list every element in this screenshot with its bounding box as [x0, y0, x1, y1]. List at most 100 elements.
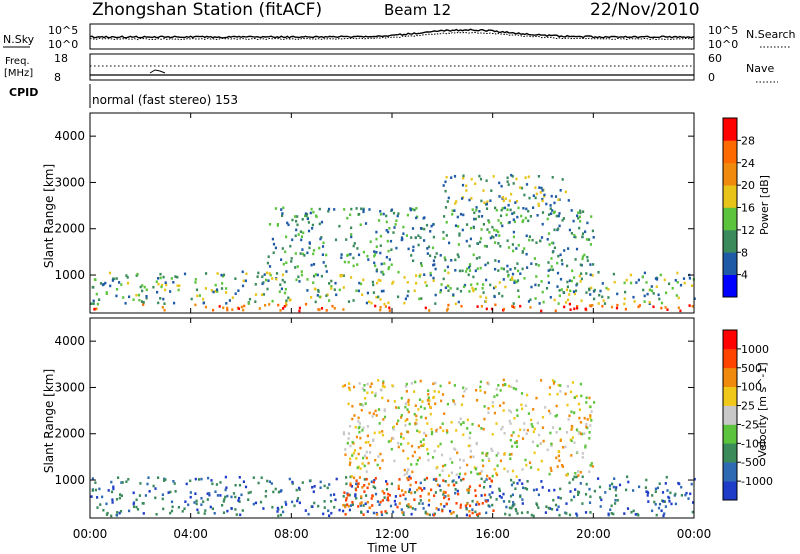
range-time-cell — [404, 402, 407, 405]
range-time-cell — [405, 234, 408, 237]
range-time-cell — [537, 506, 540, 509]
range-time-cell — [548, 243, 551, 246]
range-time-cell — [613, 280, 616, 284]
range-time-cell — [242, 308, 245, 312]
range-time-cell — [646, 494, 649, 497]
range-time-cell — [219, 494, 222, 497]
range-time-cell — [379, 244, 382, 247]
range-time-cell — [381, 433, 385, 437]
range-time-cell — [562, 217, 565, 220]
range-time-cell — [537, 468, 540, 471]
range-time-cell — [313, 274, 316, 278]
range-time-cell — [523, 422, 526, 425]
range-time-cell — [473, 211, 476, 215]
range-time-cell — [560, 288, 563, 291]
range-time-cell — [160, 285, 163, 289]
range-time-cell — [501, 294, 504, 298]
range-time-cell — [284, 287, 287, 291]
range-time-cell — [381, 430, 384, 433]
range-time-cell — [379, 251, 382, 255]
range-time-cell — [369, 240, 372, 243]
range-time-cell — [548, 409, 551, 413]
range-time-cell — [355, 435, 358, 439]
range-time-cell — [226, 308, 229, 312]
range-time-cell — [486, 452, 489, 455]
range-time-cell — [512, 302, 515, 305]
range-time-cell — [412, 259, 415, 263]
range-time-cell — [362, 250, 365, 254]
range-time-cell — [358, 422, 361, 425]
range-time-cell — [637, 278, 640, 282]
range-time-cell — [334, 498, 337, 502]
range-time-cell — [534, 297, 537, 300]
range-time-cell — [115, 514, 119, 517]
range-time-cell — [527, 412, 530, 415]
range-time-cell — [495, 473, 499, 477]
range-time-cell — [367, 440, 370, 444]
range-time-cell — [407, 398, 410, 402]
range-time-cell — [577, 470, 580, 473]
range-time-cell — [266, 287, 269, 291]
range-time-cell — [415, 462, 418, 466]
range-time-cell — [328, 299, 331, 302]
range-time-cell — [254, 283, 257, 286]
range-time-cell — [383, 385, 386, 389]
range-time-cell — [238, 496, 241, 500]
range-time-cell — [461, 228, 464, 232]
range-time-cell — [536, 421, 539, 425]
range-time-cell — [447, 196, 450, 200]
range-time-cell — [451, 209, 454, 213]
range-time-cell — [583, 253, 586, 257]
range-time-cell — [108, 271, 112, 275]
range-time-cell — [380, 513, 384, 516]
velocity-panel-frame — [89, 317, 695, 519]
range-time-cell — [387, 399, 390, 403]
range-time-cell — [392, 425, 395, 429]
range-time-cell — [291, 500, 294, 504]
range-time-cell — [584, 493, 588, 496]
range-time-cell — [219, 481, 222, 484]
range-time-cell — [559, 253, 562, 257]
range-time-cell — [653, 500, 656, 504]
range-time-cell — [673, 494, 676, 497]
range-time-cell — [377, 379, 380, 382]
range-time-cell — [357, 420, 360, 423]
range-time-cell — [515, 200, 519, 203]
range-time-cell — [139, 482, 142, 485]
range-time-cell — [330, 279, 333, 283]
range-time-cell — [515, 475, 518, 478]
range-time-cell — [543, 195, 546, 198]
range-time-cell — [496, 464, 499, 467]
range-time-cell — [527, 175, 530, 179]
range-time-cell — [688, 277, 691, 280]
range-time-cell — [474, 269, 477, 273]
range-time-cell — [537, 284, 540, 287]
range-time-cell — [419, 440, 422, 444]
range-time-cell — [310, 296, 313, 299]
range-time-cell — [427, 452, 430, 456]
range-time-cell — [104, 281, 107, 285]
range-time-cell — [516, 215, 519, 219]
range-time-cell — [450, 471, 453, 475]
range-time-cell — [405, 390, 408, 393]
range-time-cell — [579, 209, 582, 213]
range-time-cell — [145, 288, 148, 292]
range-time-cell — [215, 288, 219, 291]
range-time-cell — [312, 210, 315, 214]
range-time-cell — [163, 479, 166, 482]
range-time-cell — [497, 269, 500, 272]
range-time-cell — [487, 219, 490, 222]
range-time-cell — [444, 189, 447, 193]
range-time-cell — [494, 303, 497, 307]
range-time-cell — [530, 418, 533, 422]
range-time-cell — [345, 482, 348, 486]
colorbar-segment — [723, 252, 737, 275]
range-time-cell — [447, 497, 450, 501]
range-time-cell — [172, 480, 175, 483]
range-time-cell — [538, 433, 541, 437]
colorbar-tick-label: -25 — [741, 418, 759, 431]
range-time-cell — [573, 411, 576, 415]
range-time-cell — [510, 385, 513, 389]
range-time-cell — [328, 282, 331, 285]
range-time-cell — [262, 507, 265, 510]
